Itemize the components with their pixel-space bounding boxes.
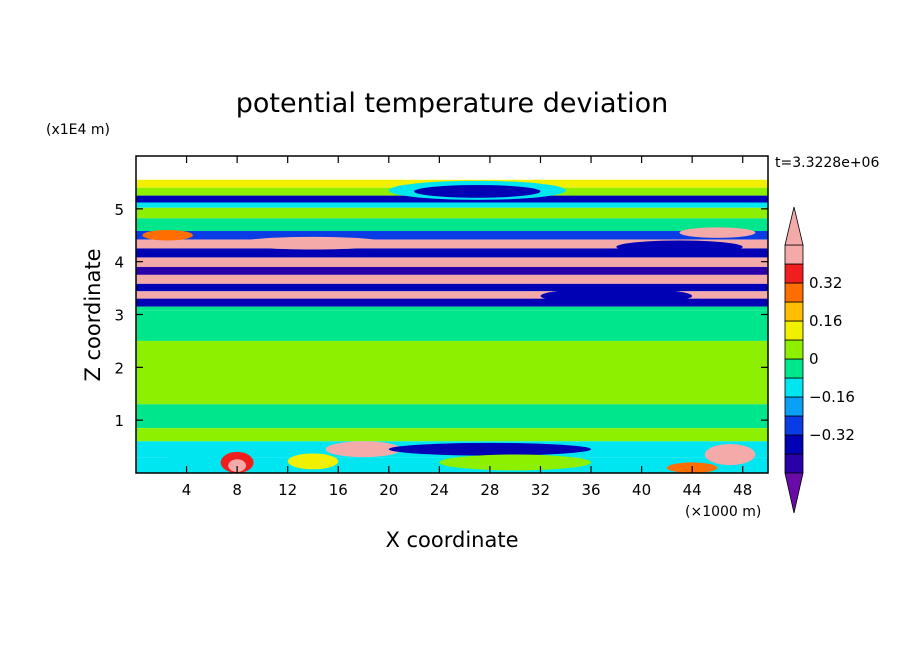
contour-blob-7 <box>325 441 402 458</box>
contour-blob-10 <box>228 459 246 472</box>
contour-blob-1 <box>414 185 541 198</box>
x-tick-label: 36 <box>581 481 600 499</box>
colorbar-segment <box>784 282 804 303</box>
contour-band-9 <box>136 257 768 267</box>
contour-field <box>136 179 768 473</box>
x-tick-label: 48 <box>733 481 752 499</box>
contour-band-3 <box>136 202 768 208</box>
contour-band-14 <box>136 298 768 307</box>
contour-blob-5 <box>679 227 756 238</box>
contour-blob-12 <box>388 442 592 456</box>
x-tick-label: 16 <box>329 481 348 499</box>
colorbar-segment <box>784 301 804 322</box>
y-axis-ticks: 1 2 3 4 5 <box>114 201 768 430</box>
x-unit-label: (×1000 m) <box>685 504 761 520</box>
y-axis-label: Z coordinate <box>81 248 105 381</box>
colorbar-segment <box>784 396 804 417</box>
colorbar-tick-label: 0.16 <box>809 312 842 330</box>
x-tick-label: 20 <box>379 481 398 499</box>
colorbar-segment <box>784 415 804 436</box>
contour-blob-13 <box>439 454 592 471</box>
y-tick-label: 4 <box>114 254 124 272</box>
x-tick-label: 12 <box>278 481 297 499</box>
y-tick-label: 1 <box>114 412 124 430</box>
contour-band-6 <box>136 231 768 240</box>
contour-blob-8 <box>167 445 231 469</box>
contour-band-17 <box>136 340 768 405</box>
contour-band-8 <box>136 248 768 258</box>
colorbar-segment <box>784 453 804 474</box>
colorbar-segment <box>784 377 804 398</box>
y-tick-label: 5 <box>114 201 124 219</box>
contour-band-5 <box>136 218 768 232</box>
x-tick-label: 44 <box>683 481 702 499</box>
contour-band-7 <box>136 239 768 249</box>
contour-band-13 <box>136 291 768 299</box>
colorbar-segment <box>784 358 804 379</box>
contour-band-12 <box>136 283 768 292</box>
contour-blob-6 <box>540 288 693 304</box>
colorbar-tick-label: 0 <box>809 350 819 368</box>
time-label: t=3.3228e+06 <box>775 155 879 171</box>
y-tick-label: 3 <box>114 307 124 325</box>
colorbar-segment <box>784 263 804 284</box>
contour-blob-3 <box>616 240 743 254</box>
contour-band-16 <box>136 310 768 341</box>
colorbar-segment <box>784 320 804 341</box>
y-tick-label: 2 <box>114 359 124 377</box>
x-tick-label: 32 <box>531 481 550 499</box>
colorbar-segment <box>784 244 804 265</box>
contour-band-11 <box>136 274 768 284</box>
x-tick-label: 28 <box>480 481 499 499</box>
x-tick-label: 40 <box>632 481 651 499</box>
contour-blob-11 <box>287 453 339 470</box>
colorbar-segment <box>784 434 804 455</box>
colorbar-upper-extension <box>784 206 804 246</box>
colorbar: 0.32 0.16 0 −0.16 −0.32 <box>784 206 855 514</box>
x-axis-label: X coordinate <box>385 528 518 552</box>
colorbar-lower-extension <box>784 472 804 514</box>
contour-band-19 <box>136 428 768 442</box>
colorbar-tick-label: −0.32 <box>809 426 855 444</box>
x-tick-label: 8 <box>232 481 242 499</box>
x-tick-label: 24 <box>430 481 449 499</box>
colorbar-segment <box>784 339 804 360</box>
contour-band-18 <box>136 404 768 429</box>
contour-blob-15 <box>704 443 756 466</box>
x-axis-ticks: 4 8 12 16 20 24 28 32 36 40 44 48 <box>182 156 752 499</box>
x-tick-label: 4 <box>182 481 192 499</box>
chart-title: potential temperature deviation <box>236 88 668 119</box>
contour-blob-4 <box>142 229 193 241</box>
contour-band-10 <box>136 266 768 275</box>
contour-band-15 <box>136 306 768 311</box>
contour-band-4 <box>136 207 768 219</box>
y-unit-label: (x1E4 m) <box>46 122 110 138</box>
colorbar-tick-label: −0.16 <box>809 388 855 406</box>
colorbar-tick-label: 0.32 <box>809 274 842 292</box>
contour-blob-2 <box>237 236 389 250</box>
